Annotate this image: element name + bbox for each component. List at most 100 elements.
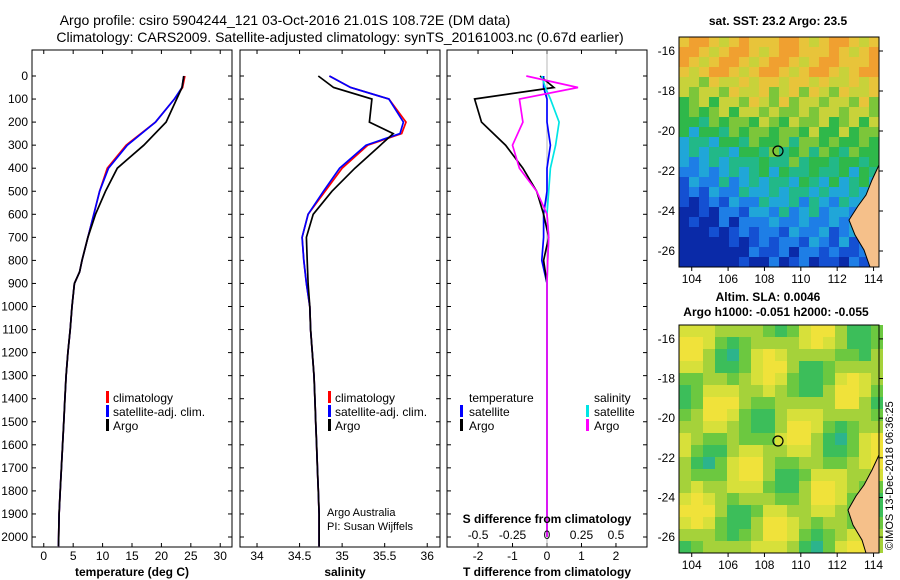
depth-tick-label: 1500 (1, 415, 28, 429)
sst-cell (839, 37, 849, 47)
sst-cell (699, 247, 709, 257)
sst-cell (739, 197, 749, 207)
sla-cell (739, 385, 751, 397)
sst-cell (689, 157, 699, 167)
sst-cell (719, 167, 729, 177)
sst-cell (729, 147, 739, 157)
sst-cell (849, 117, 859, 127)
lat-tick-label: -16 (658, 44, 676, 58)
sla-cell (715, 409, 727, 421)
sla-cell (751, 517, 763, 529)
sst-cell (819, 167, 829, 177)
sla-cell (811, 397, 823, 409)
lon-tick-label: 104 (682, 272, 702, 286)
sst-cell (749, 237, 759, 247)
sla-cell (691, 421, 703, 433)
sla-cell (739, 361, 751, 373)
sst-cell (699, 87, 709, 97)
sst-cell (829, 257, 839, 267)
sst-cell (809, 47, 819, 57)
sla-cell (787, 457, 799, 469)
sst-cell (679, 67, 689, 77)
sst-cell (809, 187, 819, 197)
sla-cell (679, 373, 691, 385)
sst-cell (739, 177, 749, 187)
sst-cell (839, 257, 849, 267)
sst-cell (709, 127, 719, 137)
lat-tick-label: -18 (658, 84, 676, 98)
sst-cell (699, 117, 709, 127)
sst-cell (779, 177, 789, 187)
sst-cell (739, 67, 749, 77)
sla-cell (775, 409, 787, 421)
sst-cell (809, 107, 819, 117)
sst-cell (729, 187, 739, 197)
s-diff-label: S difference from climatology (463, 512, 632, 526)
sla-cell (811, 325, 823, 337)
sla-cell (715, 421, 727, 433)
sst-cell (689, 57, 699, 67)
sla-cell (811, 385, 823, 397)
sla-cell (739, 433, 751, 445)
depth-tick-label: 1400 (1, 392, 28, 406)
sst-cell (729, 237, 739, 247)
sst-cell (729, 107, 739, 117)
sla-cell (787, 361, 799, 373)
sst-cell (789, 197, 799, 207)
sst-cell (699, 147, 709, 157)
sla-cell (787, 325, 799, 337)
sla-cell (679, 529, 691, 541)
sst-cell (709, 117, 719, 127)
sla-cell (703, 325, 715, 337)
sst-cell (819, 187, 829, 197)
sla-cell (751, 505, 763, 517)
sla-cell (787, 349, 799, 361)
sst-cell (679, 47, 689, 57)
sst-cell (809, 157, 819, 167)
sla-cell (739, 517, 751, 529)
sst-cell (729, 217, 739, 227)
legend-label-argo: Argo (335, 419, 361, 433)
lon-tick-label: 112 (828, 272, 847, 286)
sst-cell (699, 97, 709, 107)
sla-cell (727, 337, 739, 349)
sla-cell (703, 469, 715, 481)
sla-cell (703, 385, 715, 397)
temp-xlabel: temperature (deg C) (75, 565, 189, 579)
x-tick-label: 0 (40, 549, 47, 563)
sst-cell (719, 107, 729, 117)
sst-cell (789, 257, 799, 267)
sst-cell (839, 167, 849, 177)
sla-cell (739, 373, 751, 385)
sla-cell (715, 481, 727, 493)
sla-cell (823, 385, 835, 397)
depth-tick-label: 1000 (1, 300, 28, 314)
sla-cell (679, 421, 691, 433)
sla-cell (715, 493, 727, 505)
credit-argo-australia: Argo Australia (327, 507, 396, 519)
sst-cell (779, 257, 789, 267)
sst-cell (779, 137, 789, 147)
sla-cell (691, 349, 703, 361)
sla-cell (847, 385, 859, 397)
sst-cell (789, 237, 799, 247)
sst-cell (799, 197, 809, 207)
sla-cell (811, 373, 823, 385)
sst-cell (839, 187, 849, 197)
sla-cell (787, 493, 799, 505)
sst-cell (789, 117, 799, 127)
sla-cell (691, 325, 703, 337)
sst-cell (789, 107, 799, 117)
sst-cell (779, 87, 789, 97)
sst-cell (829, 197, 839, 207)
sst-cell (849, 107, 859, 117)
sla-cell (847, 409, 859, 421)
sla-cell (691, 373, 703, 385)
sla-cell (835, 505, 847, 517)
sst-cell (759, 157, 769, 167)
depth-tick-label: 100 (8, 92, 28, 106)
sla-cell (739, 325, 751, 337)
sst-cell (819, 227, 829, 237)
legend-label-s-satellite: satellite (594, 405, 635, 419)
sla-cell (691, 385, 703, 397)
